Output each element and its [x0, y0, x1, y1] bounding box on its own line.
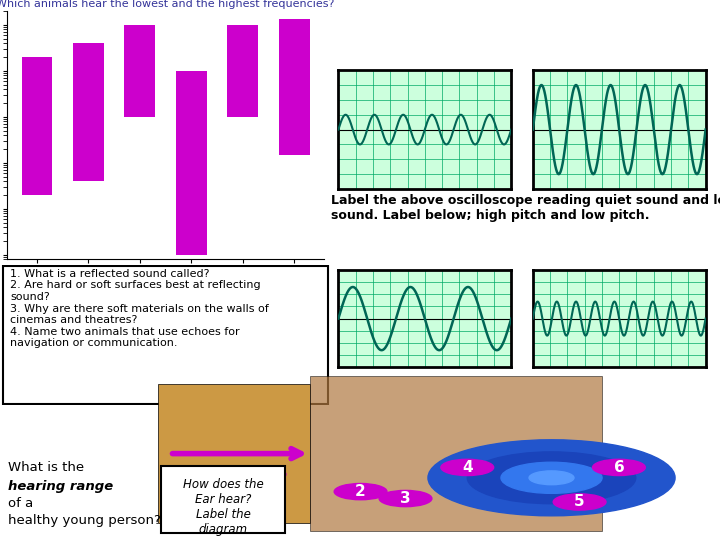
Circle shape [379, 490, 432, 507]
FancyArrowPatch shape [172, 449, 301, 458]
Circle shape [501, 462, 602, 494]
Text: 1: 1 [254, 467, 265, 482]
FancyBboxPatch shape [158, 384, 310, 523]
Text: How does the
Ear hear?
Label the
diagram: How does the Ear hear? Label the diagram [183, 478, 264, 536]
Bar [279, 19, 310, 154]
Bar [125, 25, 156, 117]
Circle shape [233, 466, 286, 482]
Text: 3: 3 [400, 491, 411, 506]
Text: Label the above oscilloscope reading quiet sound and loud
sound. Label below; hi: Label the above oscilloscope reading qui… [331, 194, 720, 222]
Circle shape [467, 452, 636, 504]
Circle shape [428, 440, 675, 516]
Text: 1. What is a reflected sound called?
2. Are hard or soft surfaces best at reflec: 1. What is a reflected sound called? 2. … [10, 269, 269, 348]
Text: 2: 2 [355, 484, 366, 499]
Circle shape [334, 483, 387, 500]
Text: healthy young person?: healthy young person? [8, 514, 161, 527]
Circle shape [529, 471, 574, 485]
Circle shape [441, 460, 494, 476]
Bar [73, 43, 104, 181]
Text: What is the: What is the [8, 461, 84, 474]
Circle shape [593, 460, 645, 476]
Bar [176, 71, 207, 255]
Text: 5: 5 [575, 495, 585, 509]
Bar [22, 57, 53, 195]
Text: 6: 6 [613, 460, 624, 475]
FancyBboxPatch shape [4, 266, 328, 403]
Bar [228, 25, 258, 117]
Text: of a: of a [8, 497, 33, 510]
Text: hearing range: hearing range [8, 480, 113, 493]
Circle shape [553, 494, 606, 510]
FancyBboxPatch shape [161, 466, 285, 533]
Text: 4: 4 [462, 460, 472, 475]
FancyBboxPatch shape [310, 376, 602, 531]
Title: Which animals hear the lowest and the highest frequencies?: Which animals hear the lowest and the hi… [0, 0, 335, 9]
